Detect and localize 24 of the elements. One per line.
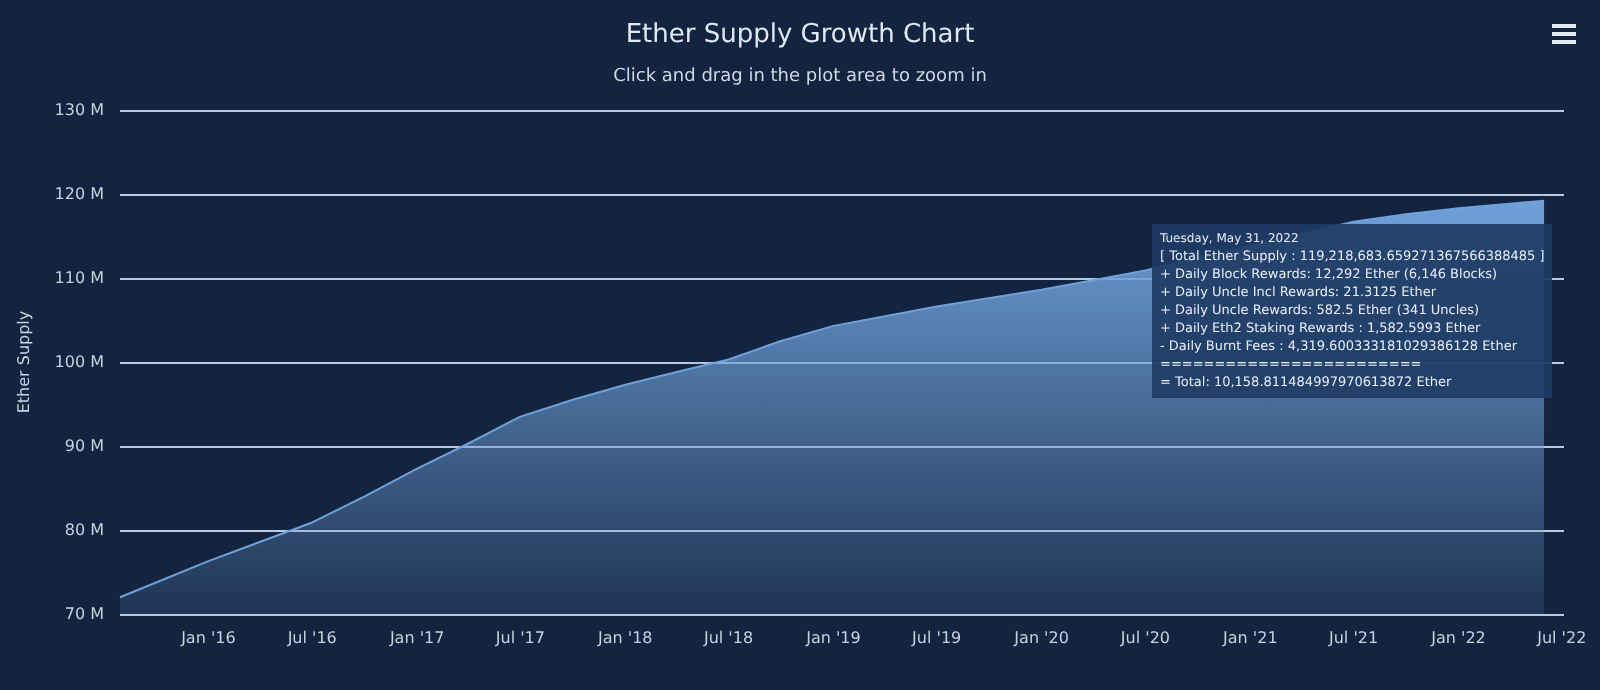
y-tick-label: 100 M	[54, 353, 105, 371]
y-tick-label: 80 M	[64, 521, 105, 539]
x-tick-label: Jan '21	[1221, 629, 1278, 647]
y-tick-label: 110 M	[54, 269, 105, 287]
x-tick-label: Jul '18	[701, 629, 754, 647]
x-tick-label: Jul '17	[493, 629, 545, 647]
y-tick-label: 120 M	[54, 185, 105, 203]
y-tick-label: 70 M	[64, 605, 105, 623]
y-tick-label: 130 M	[54, 101, 105, 119]
x-tick-label: Jan '18	[596, 629, 653, 647]
x-tick-label: Jan '22	[1429, 629, 1486, 647]
x-tick-label: Jul '16	[285, 629, 337, 647]
x-tick-label: Jul '21	[1326, 629, 1379, 647]
x-tick-label: Jul '20	[1118, 629, 1170, 647]
x-tick-label: Jul '22	[1535, 629, 1587, 647]
chart-subtitle: Click and drag in the plot area to zoom in	[613, 67, 987, 87]
x-tick-label: Jan '20	[1012, 629, 1069, 647]
chart-title: Ether Supply Growth Chart	[625, 20, 975, 50]
x-tick-label: Jul '19	[910, 629, 962, 647]
x-tick-label: Jan '17	[387, 629, 445, 647]
y-axis-title: Ether Supply	[15, 310, 33, 414]
x-tick-label: Jan '19	[804, 629, 861, 647]
y-tick-label: 90 M	[64, 437, 105, 455]
x-tick-label: Jan '16	[179, 629, 236, 647]
